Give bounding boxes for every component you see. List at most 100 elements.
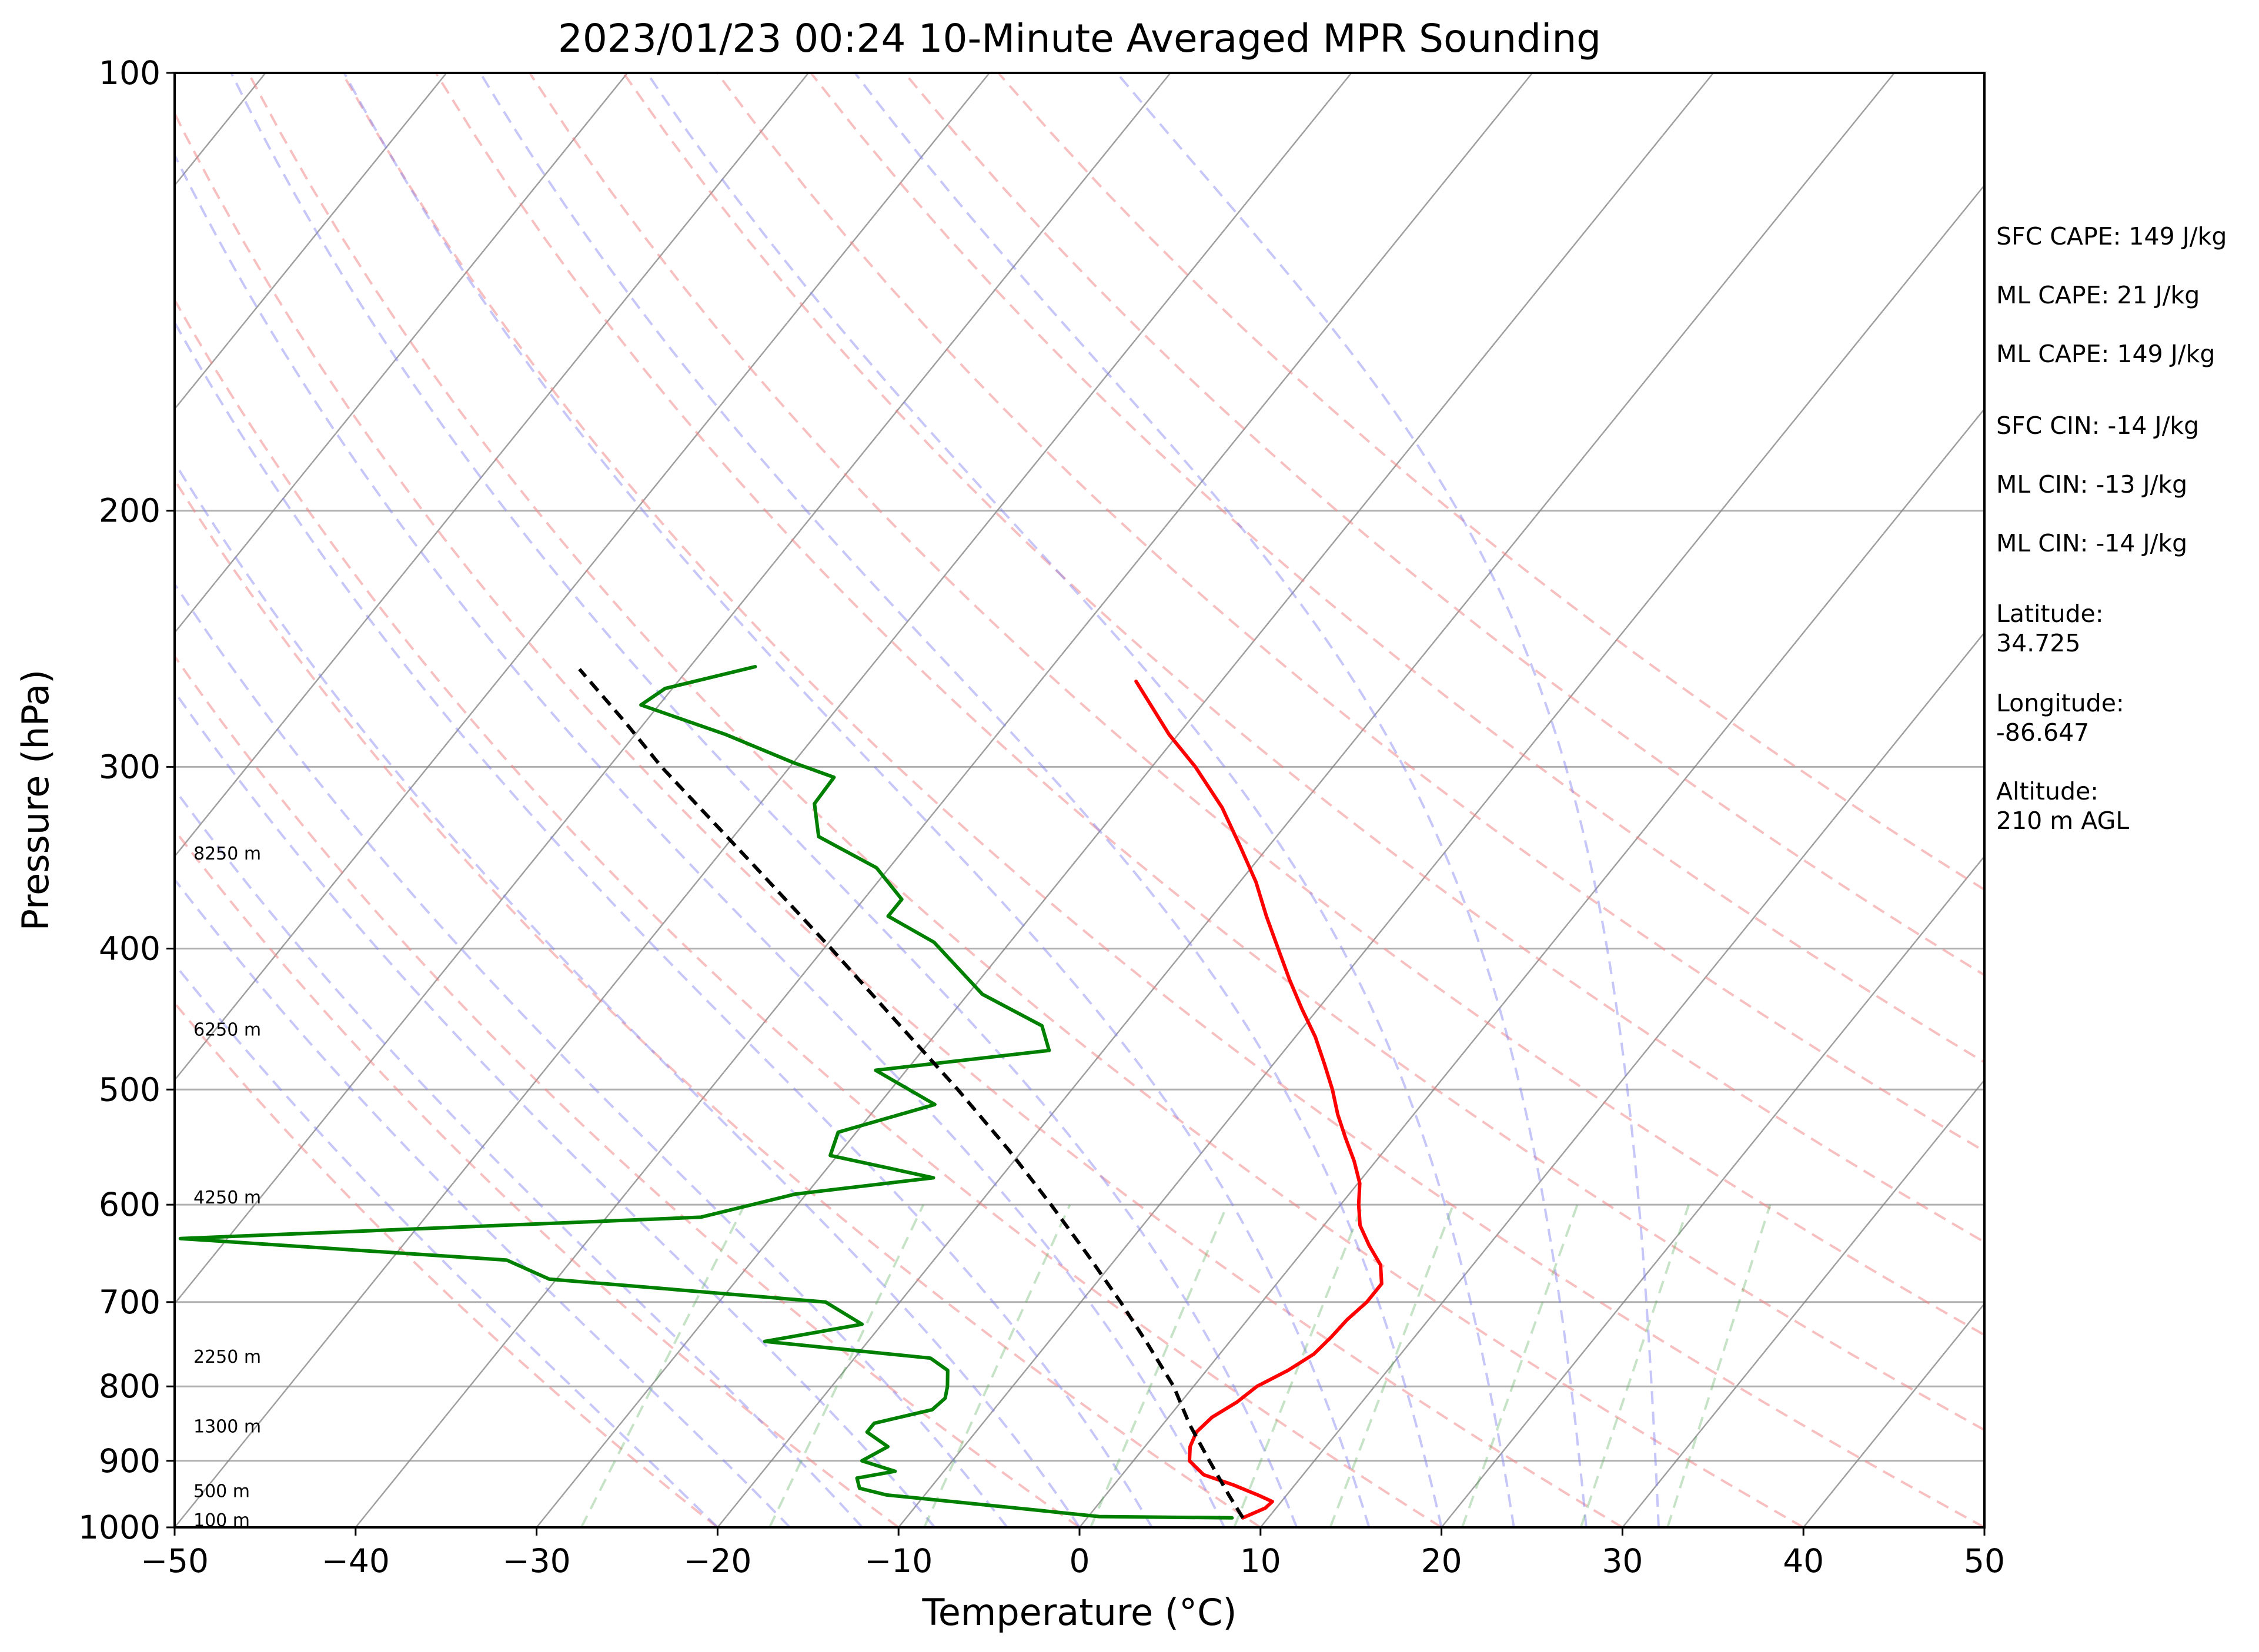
latitude-label: Latitude: — [1996, 600, 2104, 628]
dry-adiabat-line — [175, 297, 1442, 1527]
stat-sfc-cape: SFC CAPE: 149 J/kg — [1996, 222, 2227, 250]
stat-sfc-cin: SFC CIN: -14 J/kg — [1996, 412, 2199, 440]
moist-adiabat-line — [854, 73, 1588, 1527]
moist-adiabat-line — [175, 581, 1008, 1527]
dry-adiabat-line — [903, 73, 1984, 977]
chart-title: 2023/01/23 00:24 10-Minute Averaged MPR … — [558, 16, 1601, 61]
x-tick-label: 0 — [1070, 1542, 1090, 1580]
mixing-ratio-line — [1233, 1204, 1364, 1527]
x-tick-label: 20 — [1421, 1542, 1462, 1580]
dry-adiabat-line — [435, 73, 1984, 1432]
dry-adiabat-line — [716, 73, 1984, 1153]
isotherm-line — [536, 73, 1715, 1527]
dry-adiabat-line — [175, 1001, 719, 1527]
stat-ml-cin-2: ML CIN: -14 J/kg — [1996, 529, 2187, 557]
x-tick-label: −50 — [141, 1542, 209, 1580]
y-tick-label: 200 — [99, 492, 161, 530]
isotherm-line — [175, 73, 447, 410]
x-tick-label: −10 — [864, 1542, 933, 1580]
sounding-series — [178, 665, 1384, 1520]
y-tick-label: 400 — [99, 929, 161, 967]
moist-adiabat-line — [479, 73, 1443, 1527]
dry-adiabat-line — [247, 73, 1804, 1527]
isotherm-line — [175, 73, 1352, 1527]
isotherm-line — [175, 73, 1171, 1305]
moist-adiabat-line — [175, 320, 1153, 1527]
background-lines — [175, 73, 1984, 1527]
dry-adiabat-line — [175, 478, 1261, 1527]
x-tick-label: −30 — [503, 1542, 571, 1580]
isotherm-line — [898, 184, 1984, 1527]
dry-adiabat-line — [175, 654, 1081, 1527]
mixing-ratio-line — [1579, 1204, 1690, 1527]
mixing-ratio-line — [1329, 1204, 1455, 1527]
y-axis-label: Pressure (hPa) — [14, 670, 57, 931]
mixing-ratio-line — [1090, 1204, 1229, 1527]
mixing-ratio-line — [923, 1204, 1071, 1527]
dewpoint-line — [178, 665, 1234, 1520]
longitude-value: -86.647 — [1996, 718, 2089, 747]
mixing-ratio-line — [1461, 1204, 1579, 1527]
height-label: 8250 m — [193, 844, 261, 864]
mixing-ratio-line — [768, 1204, 925, 1527]
dry-adiabat-line — [175, 111, 1623, 1527]
isotherm-line — [175, 73, 810, 858]
isotherm-line — [1622, 1079, 1984, 1527]
height-labels: 100 m 500 m 1300 m 2250 m 4250 m 6250 m 8250 m — [193, 844, 261, 1531]
isotherm-line — [175, 73, 990, 1082]
latitude-value: 34.725 — [1996, 629, 2080, 657]
altitude-label: Altitude: — [1996, 777, 2098, 805]
stats-panel: SFC CAPE: 149 J/kg ML CAPE: 21 J/kg ML C… — [1996, 222, 2227, 835]
y-tick-label: 600 — [99, 1186, 161, 1223]
x-tick-label: −40 — [322, 1542, 390, 1580]
y-tick-label: 900 — [99, 1442, 161, 1480]
stat-ml-cape-1: ML CAPE: 21 J/kg — [1996, 281, 2200, 309]
x-axis: −50 −40 −30 −20 −10 0 10 20 30 40 50 — [141, 1527, 2005, 1580]
moist-adiabat-line — [175, 877, 791, 1527]
moist-adiabat-line — [175, 460, 1081, 1527]
y-tick-label: 100 — [99, 54, 161, 92]
dry-adiabat-line — [622, 73, 1984, 1243]
parcel-path-line — [578, 668, 1245, 1519]
moist-adiabat-line — [343, 73, 1371, 1527]
temperature-line — [1134, 679, 1384, 1520]
y-tick-label: 700 — [99, 1283, 161, 1321]
moist-adiabat-line — [175, 962, 719, 1527]
moist-adiabat-line — [646, 73, 1515, 1527]
height-label: 100 m — [193, 1510, 250, 1531]
dry-adiabat-line — [341, 73, 1984, 1527]
isotherm-line — [1079, 407, 1984, 1527]
isotherm-line — [717, 73, 1895, 1527]
moist-adiabat-line — [175, 690, 936, 1527]
x-tick-label: 50 — [1964, 1542, 2005, 1580]
x-axis-label: Temperature (°C) — [921, 1591, 1237, 1634]
mixing-ratio-line — [1666, 1204, 1772, 1527]
x-tick-label: 10 — [1240, 1542, 1281, 1580]
stat-ml-cin-1: ML CIN: -13 J/kg — [1996, 470, 2187, 499]
height-label: 6250 m — [193, 1020, 261, 1041]
moist-adiabat-line — [175, 152, 1226, 1527]
height-label: 2250 m — [193, 1347, 261, 1367]
x-tick-label: 30 — [1602, 1542, 1643, 1580]
height-label: 1300 m — [193, 1416, 261, 1437]
x-tick-label: −20 — [683, 1542, 751, 1580]
longitude-label: Longitude: — [1996, 689, 2124, 717]
y-tick-label: 800 — [99, 1367, 161, 1405]
stat-ml-cape-2: ML CAPE: 149 J/kg — [1996, 340, 2215, 368]
dry-adiabat-line — [529, 73, 1984, 1337]
dry-adiabat-line — [175, 828, 900, 1527]
isotherm-line — [175, 73, 629, 634]
y-tick-label: 1000 — [78, 1509, 161, 1546]
y-axis: 100 200 300 400 500 600 700 800 900 1000 — [78, 54, 175, 1546]
height-label: 500 m — [193, 1482, 250, 1502]
height-label: 4250 m — [193, 1188, 261, 1208]
moist-adiabat-line — [230, 73, 1298, 1527]
y-tick-label: 500 — [99, 1071, 161, 1108]
isotherm-line — [1441, 855, 1984, 1527]
y-tick-label: 300 — [99, 748, 161, 785]
x-tick-label: 40 — [1783, 1542, 1824, 1580]
moist-adiabat-line — [1115, 73, 1660, 1527]
isotherm-line — [1259, 631, 1984, 1527]
altitude-value: 210 m AGL — [1996, 807, 2129, 835]
